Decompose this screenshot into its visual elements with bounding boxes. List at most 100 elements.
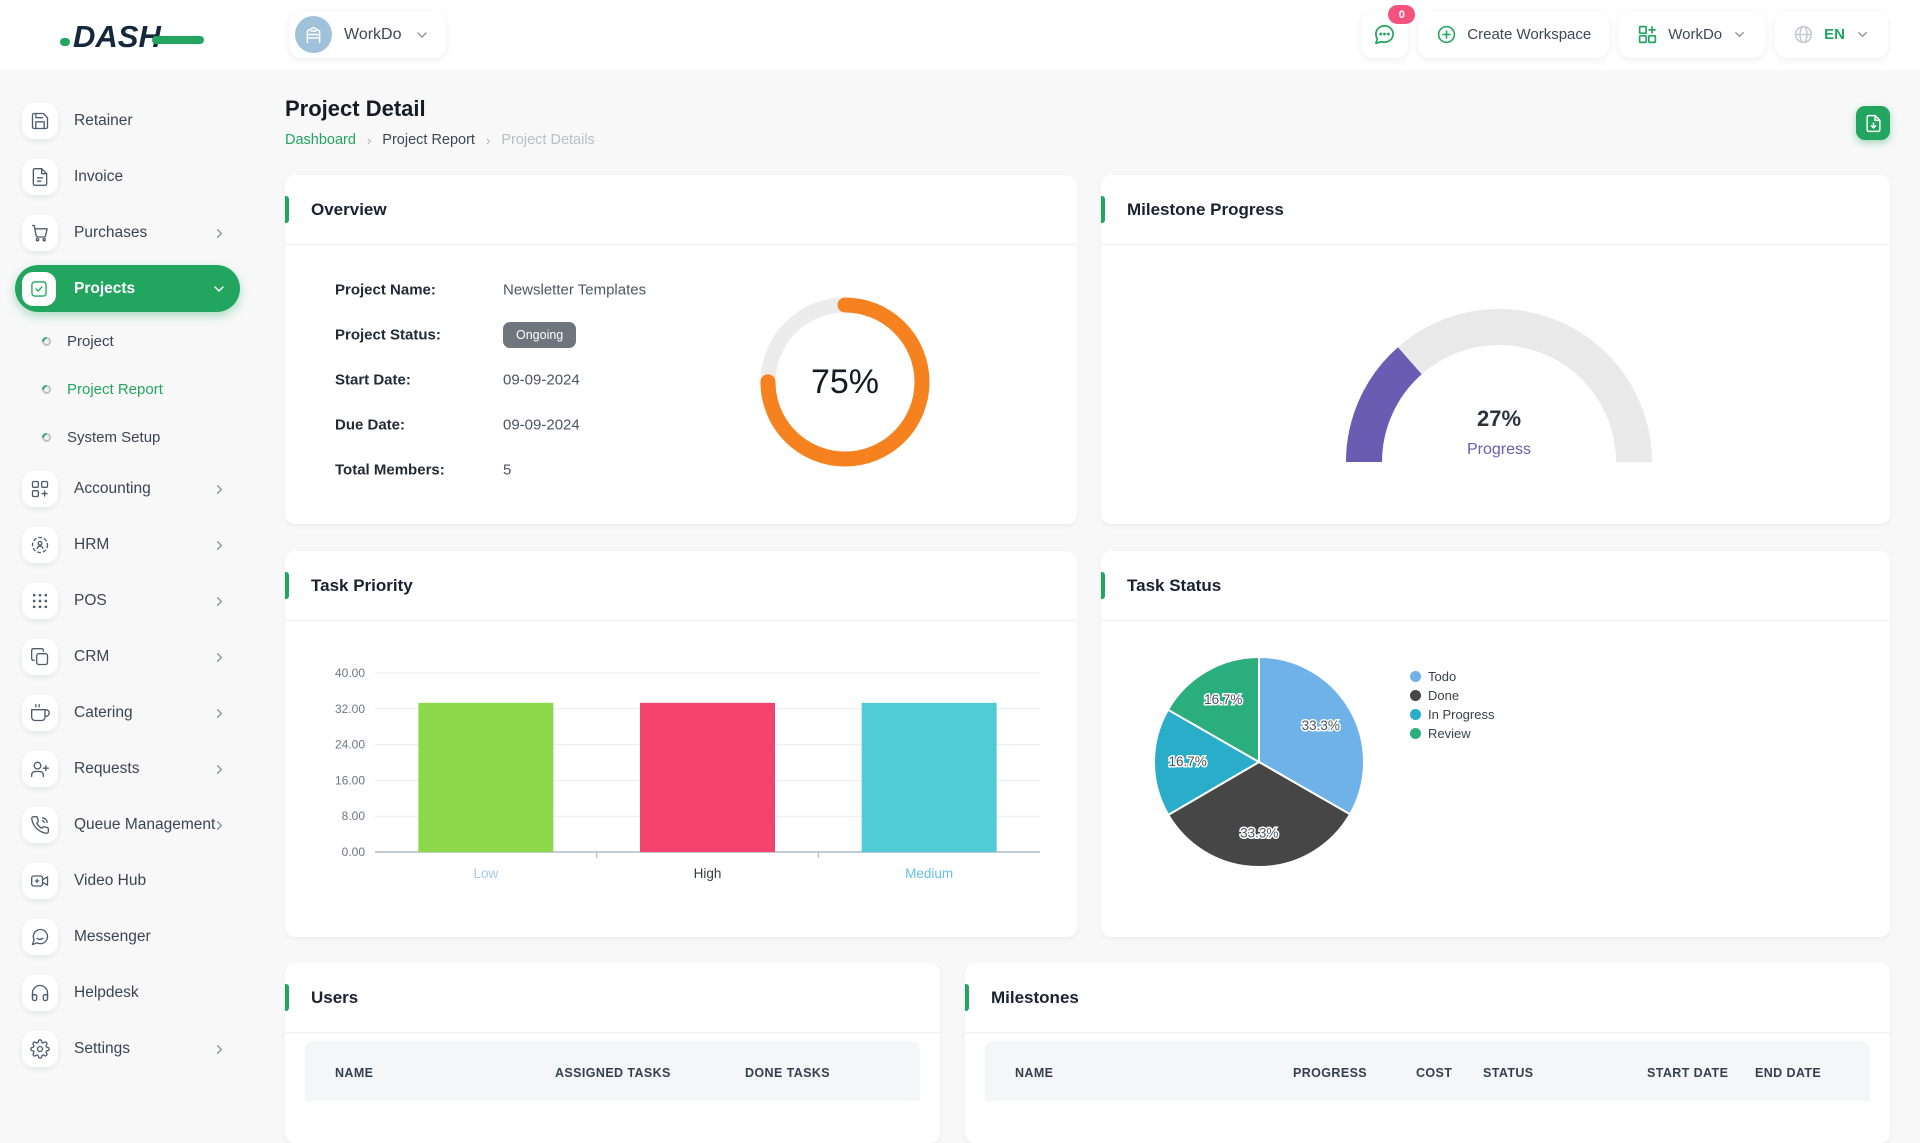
message-circle-icon [22, 919, 58, 955]
svg-text:33.3%: 33.3% [1240, 825, 1278, 840]
check-square-icon [22, 271, 56, 306]
overview-field-start-date-: Start Date: 09-09-2024 [285, 357, 755, 402]
dash-logo[interactable]: DASH [60, 15, 210, 55]
globe-icon [1793, 24, 1814, 45]
bullet-icon [42, 336, 51, 346]
svg-text:40.00: 40.00 [335, 666, 365, 680]
sidebar-item-purchases[interactable]: Purchases [0, 205, 260, 261]
headphones-icon [22, 975, 58, 1011]
milestones-title: Milestones [991, 987, 1079, 1007]
sidebar-item-projects[interactable]: Projects [15, 265, 240, 312]
sidebar-item-label: Accounting [74, 480, 151, 497]
legend-dot-icon [1410, 709, 1421, 720]
chat-badge: 0 [1388, 5, 1416, 24]
sidebar-subitem-project[interactable]: Project [0, 317, 260, 365]
task-priority-bar-chart: 0.00 8.00 16.00 24.00 32.00 40.00 Low High Mediu… [335, 666, 1040, 881]
breadcrumb-project-report[interactable]: Project Report [382, 132, 475, 148]
bullet-icon [42, 384, 51, 394]
sidebar-item-invoice[interactable]: Invoice [0, 149, 260, 205]
sidebar-item-label: HRM [74, 536, 110, 553]
chat-button[interactable]: 0 [1361, 5, 1416, 58]
milestone-card-header: Milestone Progress [1101, 175, 1890, 245]
task-status-title: Task Status [1127, 575, 1222, 595]
dots-grid-icon [22, 583, 58, 619]
column-header-name: NAME [1015, 1066, 1054, 1080]
sidebar-item-helpdesk[interactable]: Helpdesk [0, 965, 260, 1021]
workdo-menu-label: WorkDo [1668, 26, 1723, 43]
milestone-progress-title: Milestone Progress [1127, 199, 1284, 219]
field-value: 09-09-2024 [503, 416, 580, 433]
grid-plus-icon [22, 471, 58, 507]
export-button[interactable] [1856, 106, 1890, 140]
svg-text:16.7%: 16.7% [1204, 692, 1242, 707]
sidebar-subitem-project-report[interactable]: Project Report [0, 365, 260, 413]
sidebar-item-label: Video Hub [74, 872, 147, 889]
sidebar-item-catering[interactable]: Catering [0, 685, 260, 741]
workspace-name: WorkDo [344, 25, 402, 43]
task-priority-card: Task Priority 0.00 8.00 16.00 24.00 32.00 40.… [285, 551, 1077, 937]
sidebar-item-crm[interactable]: CRM [0, 629, 260, 685]
chevron-right-icon [212, 1042, 227, 1057]
legend-label: Done [1428, 688, 1460, 703]
person-target-icon [22, 527, 58, 563]
save-icon [22, 103, 58, 139]
field-label: Start Date: [335, 371, 411, 388]
workspace-switcher[interactable]: WorkDo [289, 11, 446, 58]
legend-label: In Progress [1428, 707, 1495, 722]
sidebar-item-accounting[interactable]: Accounting [0, 461, 260, 517]
svg-text:32.00: 32.00 [335, 702, 365, 716]
overview-field-due-date-: Due Date: 09-09-2024 [285, 402, 755, 447]
breadcrumb-dashboard[interactable]: Dashboard [285, 132, 356, 148]
legend-item-in-progress: In Progress [1410, 705, 1494, 724]
legend-dot-icon [1410, 671, 1421, 682]
sidebar-item-label: Messenger [74, 928, 151, 945]
overview-card: Overview Project Name: Newsletter Templat… [285, 175, 1077, 524]
sidebar-item-video-hub[interactable]: Video Hub [0, 853, 260, 909]
language-value: EN [1824, 26, 1845, 43]
chevron-right-icon [212, 594, 227, 609]
status-badge: Ongoing [503, 321, 577, 348]
sidebar-item-label: Catering [74, 704, 133, 721]
field-label: Project Name: [335, 281, 436, 298]
pie-legend: Todo Done In Progress Review [1410, 667, 1494, 743]
sidebar-item-retainer[interactable]: Retainer [0, 93, 260, 149]
phone-call-icon [22, 807, 58, 843]
gauge-label: Progress [1466, 441, 1532, 458]
sidebar-subitem-system-setup[interactable]: System Setup [0, 413, 260, 461]
building-icon [295, 16, 332, 53]
sidebar-item-requests[interactable]: Requests [0, 741, 260, 797]
sidebar-item-label: Helpdesk [74, 984, 139, 1001]
legend-label: Review [1428, 726, 1471, 741]
column-header-assigned-tasks: ASSIGNED TASKS [555, 1066, 671, 1080]
language-selector[interactable]: EN [1775, 11, 1888, 58]
create-workspace-label: Create Workspace [1467, 26, 1592, 43]
field-value: Newsletter Templates [503, 281, 647, 298]
field-label: Project Status: [335, 326, 441, 343]
sidebar-item-settings[interactable]: Settings [0, 1021, 260, 1077]
sidebar-item-pos[interactable]: POS [0, 573, 260, 629]
svg-text:Low: Low [473, 866, 498, 881]
milestones-card-header: Milestones [965, 963, 1890, 1033]
sidebar-item-label: Settings [74, 1040, 131, 1057]
gear-icon [22, 1031, 58, 1067]
chevron-down-icon [1735, 32, 1745, 37]
chevron-right-icon [212, 226, 227, 241]
page-title: Project Detail [285, 96, 426, 121]
svg-text:High: High [694, 866, 722, 881]
users-title: Users [311, 987, 359, 1007]
field-value: 5 [503, 461, 512, 478]
sidebar-item-queue-management[interactable]: Queue Management [0, 797, 260, 853]
chevron-right-icon [212, 650, 227, 665]
sidebar-nav: Retainer Invoice Purchases Projects Project P… [0, 70, 260, 1080]
sidebar-item-hrm[interactable]: HRM [0, 517, 260, 573]
completion-donut-chart: 75% [759, 296, 931, 468]
overview-title: Overview [311, 199, 387, 219]
task-status-card: Task Status 33.3% 33.3% 16.7% 16.7% Todo Don… [1101, 551, 1890, 937]
sidebar-item-messenger[interactable]: Messenger [0, 909, 260, 965]
file-text-icon [22, 159, 58, 195]
milestone-gauge-chart [1346, 309, 1652, 463]
workdo-menu-button[interactable]: WorkDo [1619, 11, 1766, 58]
video-icon [22, 863, 58, 899]
chevron-down-icon [1858, 32, 1867, 37]
create-workspace-button[interactable]: Create Workspace [1418, 11, 1610, 58]
